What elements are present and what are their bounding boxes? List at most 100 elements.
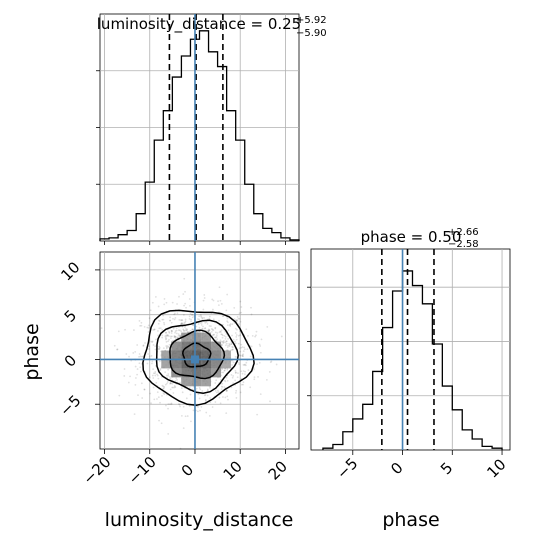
joint-sample-point	[211, 328, 214, 331]
joint-sample-point	[209, 397, 212, 399]
joint-sample-point	[179, 335, 182, 338]
joint-sample-point	[236, 316, 239, 318]
joint-sample-point	[170, 330, 173, 332]
joint-sample-point	[156, 373, 158, 376]
joint-sample-point	[209, 386, 211, 389]
joint-sample-point	[212, 299, 215, 302]
joint-sample-point	[154, 348, 157, 351]
joint-sample-point	[166, 334, 169, 337]
joint-sample-point	[210, 325, 212, 328]
y-axis-label-phase: phase	[21, 323, 43, 380]
joint-sample-point	[222, 342, 224, 344]
joint-sample-point	[219, 402, 222, 405]
phase-hist-yticks	[307, 286, 311, 397]
joint-sample-point	[242, 355, 244, 358]
joint-sample-point	[179, 381, 181, 384]
joint-sample-point	[159, 367, 162, 370]
joint-sample-point	[226, 321, 229, 324]
joint-sample-point	[239, 354, 242, 357]
joint-sample-point	[241, 355, 244, 358]
joint-sample-point	[242, 350, 245, 353]
joint-sample-point	[158, 345, 161, 348]
joint-sample-point	[222, 315, 225, 318]
joint-frame	[99, 251, 300, 450]
joint-sample-point	[148, 355, 151, 358]
joint-sample-point	[166, 334, 169, 337]
joint-sample-point	[223, 369, 226, 372]
joint-sample-point	[192, 324, 194, 327]
joint-sample-point	[205, 399, 207, 401]
joint-density-cell	[191, 359, 202, 369]
joint-sample-point	[241, 354, 244, 356]
joint-sample-point	[225, 309, 228, 312]
joint-sample-point	[173, 318, 176, 321]
joint-sample-point	[141, 397, 144, 399]
joint-sample-point	[253, 378, 256, 381]
joint-sample-point	[148, 348, 150, 350]
joint-sample-point	[220, 340, 223, 343]
joint-sample-point	[151, 360, 154, 363]
joint-sample-point	[179, 339, 181, 342]
joint-sample-point	[243, 348, 246, 351]
joint-sample-point	[220, 303, 223, 305]
joint-sample-point	[165, 347, 168, 350]
joint-sample-point	[235, 397, 238, 399]
joint-sample-point	[184, 320, 187, 322]
joint-sample-point	[217, 389, 219, 392]
joint-sample-point	[138, 355, 140, 358]
joint-sample-point	[224, 396, 227, 399]
joint-sample-point	[191, 314, 193, 316]
joint-sample-point	[221, 368, 224, 370]
joint-sample-point	[177, 329, 180, 332]
joint-sample-point	[234, 379, 237, 382]
joint-sample-point	[156, 398, 158, 400]
joint-sample-point	[165, 404, 167, 407]
joint-sample-point	[206, 322, 209, 325]
phase-hist-step	[322, 270, 503, 450]
joint-sample-point	[235, 334, 238, 336]
joint-sample-point	[185, 327, 187, 330]
joint-sample-point	[221, 315, 224, 318]
joint-sample-point	[171, 382, 174, 385]
joint-sample-point	[223, 334, 226, 337]
joint-sample-point	[231, 364, 233, 366]
joint-sample-point	[160, 422, 163, 425]
joint-sample-point	[169, 381, 172, 384]
joint-sample-point	[214, 389, 217, 392]
joint-sample-point	[175, 377, 178, 380]
joint-sample-point	[232, 361, 235, 364]
joint-sample-point	[220, 329, 223, 332]
joint-sample-point	[165, 301, 168, 304]
joint-xtick-label: −10	[125, 453, 160, 488]
joint-sample-point	[256, 363, 258, 366]
joint-sample-point	[270, 360, 273, 363]
joint-sample-point	[226, 324, 229, 326]
joint-sample-point	[221, 386, 224, 388]
joint-sample-point	[154, 345, 157, 348]
joint-sample-point	[152, 386, 155, 389]
joint-sample-point	[100, 327, 103, 330]
joint-sample-point	[180, 330, 183, 333]
joint-sample-point	[200, 323, 203, 326]
joint-sample-point	[217, 300, 219, 303]
joint-sample-point	[148, 345, 150, 348]
joint-sample-point	[192, 328, 195, 331]
joint-sample-point	[233, 318, 236, 320]
joint-sample-point	[165, 340, 168, 343]
joint-sample-point	[151, 340, 154, 343]
joint-sample-point	[199, 388, 202, 391]
joint-sample-point	[143, 388, 146, 391]
joint-sample-point	[167, 346, 170, 348]
joint-sample-point	[164, 383, 167, 386]
joint-sample-point	[212, 329, 215, 332]
joint-sample-point	[224, 341, 227, 344]
joint-sample-point	[247, 334, 249, 337]
joint-sample-point	[221, 343, 224, 346]
joint-sample-point	[166, 346, 168, 349]
joint-sample-point	[158, 360, 161, 363]
lum-title-median: 0.25	[268, 15, 301, 33]
joint-sample-point	[179, 405, 181, 408]
joint-sample-point	[195, 325, 198, 328]
joint-yticks: −5 0 5 10	[56, 258, 100, 420]
joint-sample-point	[222, 341, 225, 344]
